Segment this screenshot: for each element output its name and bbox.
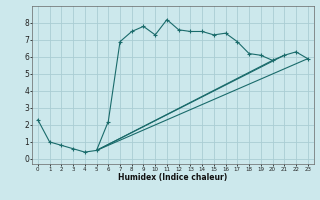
X-axis label: Humidex (Indice chaleur): Humidex (Indice chaleur) <box>118 173 228 182</box>
